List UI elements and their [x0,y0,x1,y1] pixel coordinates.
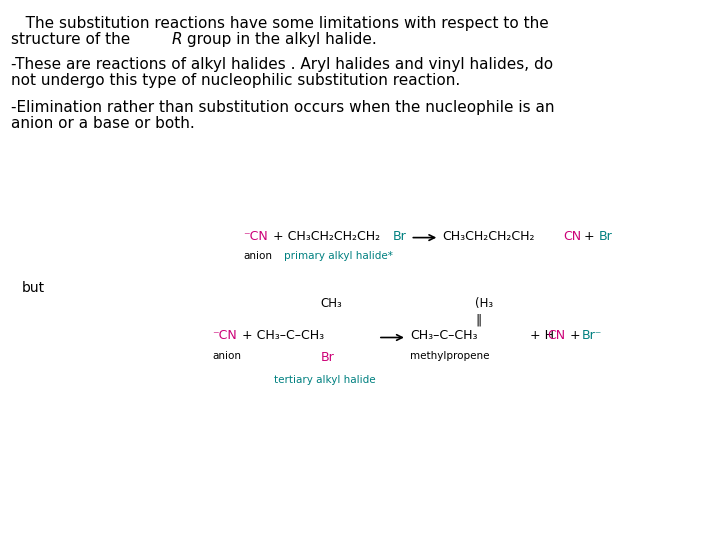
Text: (H₃: (H₃ [475,297,493,310]
Text: but: but [22,281,45,295]
Text: R: R [171,32,182,48]
Text: ‖: ‖ [475,313,482,326]
Text: +: + [580,230,599,242]
Text: Br: Br [320,351,334,364]
Text: group in the alkyl halide.: group in the alkyl halide. [182,32,377,48]
Text: Br⁻: Br⁻ [582,329,602,342]
Text: CH₃CH₂CH₂CH₂: CH₃CH₂CH₂CH₂ [442,230,534,242]
Text: The substitution reactions have some limitations with respect to the: The substitution reactions have some lim… [11,16,549,31]
Text: primary alkyl halide*: primary alkyl halide* [284,251,393,261]
Text: CN: CN [547,329,565,342]
Text: CH₃: CH₃ [320,297,342,310]
Text: -Elimination rather than substitution occurs when the nucleophile is an: -Elimination rather than substitution oc… [11,100,554,115]
Text: structure of the: structure of the [11,32,135,48]
Text: + H: + H [526,329,554,342]
Text: anion or a base or both.: anion or a base or both. [11,116,194,131]
Text: ⁻CN: ⁻CN [212,329,237,342]
Text: + CH₃–C–CH₃: + CH₃–C–CH₃ [238,329,324,342]
Text: anion: anion [243,251,272,261]
Text: +: + [566,329,585,342]
Text: CH₃–C–CH₃: CH₃–C–CH₃ [410,329,478,342]
Text: methylpropene: methylpropene [410,351,490,361]
Text: + CH₃CH₂CH₂CH₂: + CH₃CH₂CH₂CH₂ [269,230,380,242]
Text: -These are reactions of alkyl halides . Aryl halides and vinyl halides, do: -These are reactions of alkyl halides . … [11,57,553,72]
Text: CN: CN [563,230,581,242]
Text: Br: Br [393,230,407,242]
Text: tertiary alkyl halide: tertiary alkyl halide [274,375,375,386]
Text: ⁻CN: ⁻CN [243,230,268,242]
Text: not undergo this type of nucleophilic substitution reaction.: not undergo this type of nucleophilic su… [11,73,460,88]
Text: anion: anion [212,351,241,361]
Text: Br: Br [599,230,613,242]
